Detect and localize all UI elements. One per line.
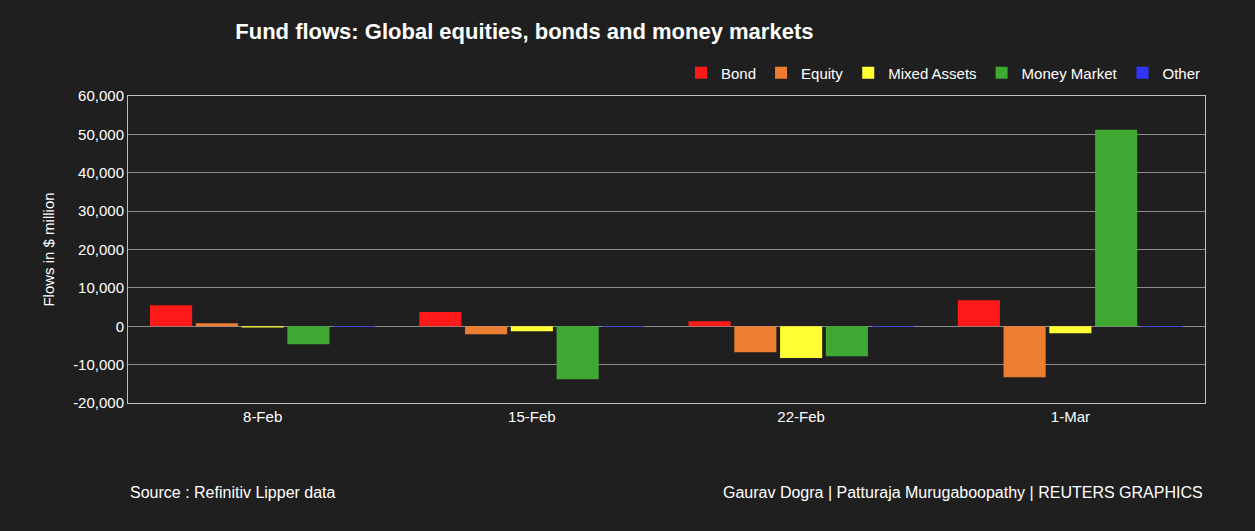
svg-text:50,000: 50,000 [78,126,124,143]
svg-text:Mixed Assets: Mixed Assets [888,65,976,82]
svg-text:Fund flows: Global equities, b: Fund flows: Global equities, bonds and m… [235,19,813,44]
svg-text:1-Mar: 1-Mar [1051,408,1090,425]
svg-text:8-Feb: 8-Feb [243,408,282,425]
svg-text:15-Feb: 15-Feb [508,408,556,425]
svg-text:Flows in $ million: Flows in $ million [40,192,57,306]
svg-text:Equity: Equity [801,65,843,82]
svg-text:22-Feb: 22-Feb [777,408,825,425]
svg-text:30,000: 30,000 [78,202,124,219]
svg-text:Money Market: Money Market [1022,65,1118,82]
svg-text:Source : Refinitiv Lipper data: Source : Refinitiv Lipper data [130,484,336,501]
svg-text:Bond: Bond [721,65,756,82]
svg-text:0: 0 [116,318,124,335]
svg-text:60,000: 60,000 [78,87,124,104]
svg-text:Other: Other [1162,65,1200,82]
svg-text:Gaurav Dogra | Patturaja Murug: Gaurav Dogra | Patturaja Murugaboopathy … [723,484,1203,501]
svg-text:20,000: 20,000 [78,241,124,258]
svg-text:10,000: 10,000 [78,279,124,296]
svg-text:40,000: 40,000 [78,164,124,181]
svg-text:-10,000: -10,000 [73,356,124,373]
svg-text:-20,000: -20,000 [73,394,124,411]
